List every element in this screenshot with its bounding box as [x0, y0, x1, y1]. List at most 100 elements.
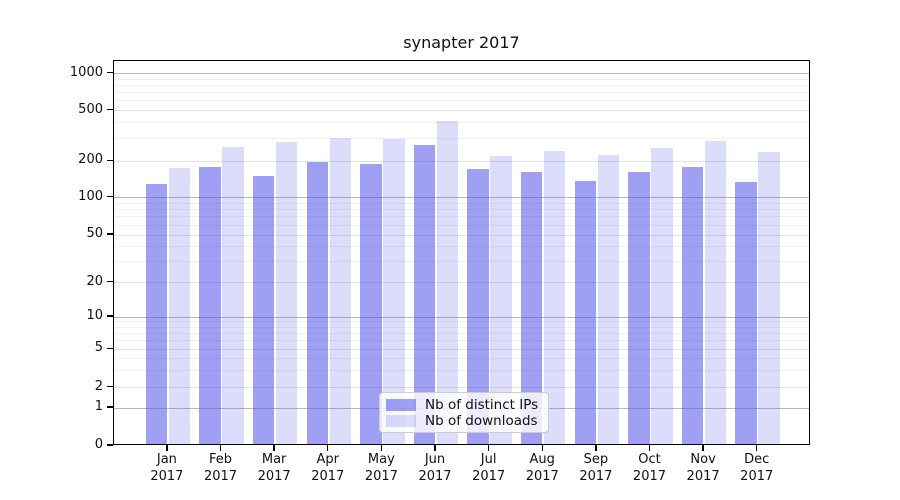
x-tick-label-sep: Sep 2017 — [579, 452, 613, 484]
gridline-2 — [114, 387, 809, 389]
y-tick-mark-500 — [106, 108, 113, 111]
legend-item-distinct-ips: Nb of distinct IPs — [386, 397, 540, 413]
bar-jan-downloads — [168, 168, 191, 444]
bar-jun-downloads — [436, 121, 459, 444]
gridline-9 — [114, 321, 809, 323]
legend-swatch-distinct-ips — [386, 399, 416, 411]
legend-item-downloads: Nb of downloads — [386, 413, 540, 429]
y-tick-label-500: 500 — [78, 101, 103, 117]
gridline-600 — [114, 100, 809, 102]
bar-aug-distinct-ips — [520, 172, 543, 444]
y-tick-label-1: 1 — [94, 399, 103, 414]
x-tick-label-nov: Nov 2017 — [686, 452, 720, 484]
y-tick-label-2: 2 — [94, 378, 103, 394]
x-tick-mark-jan — [166, 445, 168, 451]
x-tick-label-jul: Jul 2017 — [472, 452, 506, 484]
gridline-60 — [114, 224, 809, 226]
bar-sep-downloads — [597, 155, 620, 444]
legend-swatch-downloads — [386, 415, 416, 427]
gridline-6 — [114, 340, 809, 342]
x-tick-label-mar: Mar 2017 — [257, 452, 291, 484]
x-tick-label-aug: Aug 2017 — [525, 452, 559, 484]
legend-label-downloads: Nb of downloads — [425, 413, 538, 429]
x-tick-mark-dec — [756, 445, 758, 451]
y-tick-label-10: 10 — [86, 308, 103, 323]
legend-label-distinct-ips: Nb of distinct IPs — [425, 397, 539, 413]
x-tick-label-oct: Oct 2017 — [632, 452, 667, 484]
gridline-500 — [114, 110, 809, 111]
y-tick-mark-20 — [106, 281, 113, 283]
x-tick-label-dec: Dec 2017 — [740, 452, 774, 484]
y-tick-label-5: 5 — [94, 340, 103, 356]
chart-title: synapter 2017 — [403, 33, 520, 52]
gridline-800 — [114, 84, 809, 86]
gridline-3 — [114, 370, 809, 372]
x-tick-mark-aug — [541, 445, 543, 451]
gridline-90 — [114, 202, 809, 204]
gridline-400 — [114, 122, 809, 124]
x-tick-label-jun: Jun 2017 — [418, 452, 452, 484]
y-tick-label-20: 20 — [86, 273, 103, 289]
y-tick-label-0: 0 — [94, 437, 103, 452]
gridline-50 — [114, 234, 809, 236]
gridline-900 — [114, 78, 809, 80]
gridline-4 — [114, 358, 809, 360]
bar-mar-downloads — [275, 142, 298, 444]
y-tick-label-100: 100 — [78, 188, 103, 204]
x-tick-mark-apr — [327, 445, 329, 451]
x-tick-label-apr: Apr 2017 — [311, 452, 345, 484]
gridline-700 — [114, 92, 809, 94]
y-tick-mark-0 — [106, 444, 113, 446]
y-tick-mark-2 — [106, 386, 113, 388]
y-tick-mark-100 — [106, 195, 113, 198]
gridline-30 — [114, 261, 809, 263]
y-tick-mark-1000 — [106, 71, 113, 74]
y-tick-mark-10 — [106, 315, 113, 317]
bar-oct-downloads — [651, 148, 673, 444]
bar-sep-distinct-ips — [574, 180, 597, 444]
bar-may-downloads — [383, 139, 405, 444]
gridline-300 — [114, 138, 809, 140]
y-tick-mark-200 — [106, 159, 113, 161]
bar-may-distinct-ips — [360, 163, 382, 444]
gridline-100 — [114, 197, 809, 198]
bar-jan-distinct-ips — [145, 183, 168, 444]
x-tick-label-feb: Feb 2017 — [203, 452, 238, 484]
bar-apr-distinct-ips — [306, 161, 328, 444]
bar-oct-distinct-ips — [628, 171, 650, 444]
gridline-40 — [114, 246, 809, 248]
bar-feb-distinct-ips — [199, 166, 221, 444]
y-tick-mark-5 — [106, 347, 113, 349]
x-tick-label-may: May 2017 — [364, 452, 398, 484]
x-tick-mark-oct — [648, 445, 651, 451]
y-tick-label-50: 50 — [86, 226, 103, 241]
bar-apr-downloads — [329, 138, 351, 444]
gridline-20 — [114, 282, 809, 284]
bar-feb-downloads — [222, 147, 244, 444]
bar-aug-downloads — [543, 151, 566, 444]
x-tick-mark-mar — [273, 445, 275, 451]
y-tick-label-1000: 1000 — [69, 64, 103, 80]
bar-dec-distinct-ips — [735, 182, 757, 444]
x-tick-label-jan: Jan 2017 — [150, 452, 184, 484]
x-tick-mark-sep — [595, 445, 597, 451]
bar-nov-distinct-ips — [681, 167, 704, 444]
x-tick-mark-nov — [702, 445, 704, 451]
bar-jul-downloads — [490, 155, 512, 444]
gridline-7 — [114, 333, 809, 335]
legend: Nb of distinct IPs Nb of downloads — [379, 392, 549, 433]
y-tick-mark-50 — [106, 233, 113, 235]
bar-jun-distinct-ips — [413, 144, 436, 444]
gridline-70 — [114, 216, 809, 218]
bar-dec-downloads — [758, 152, 780, 444]
gridline-10 — [114, 316, 809, 318]
x-tick-mark-jul — [487, 445, 490, 451]
bar-nov-downloads — [704, 140, 727, 444]
x-tick-mark-may — [380, 445, 383, 451]
bar-jul-distinct-ips — [467, 169, 489, 444]
x-tick-mark-feb — [219, 445, 222, 451]
gridline-8 — [114, 326, 809, 328]
gridline-5 — [114, 348, 809, 350]
x-tick-mark-jun — [434, 445, 436, 451]
